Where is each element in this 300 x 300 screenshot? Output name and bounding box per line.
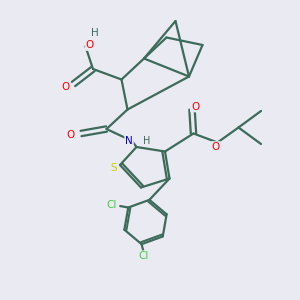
Text: O: O — [66, 130, 75, 140]
Text: O: O — [86, 40, 94, 50]
Text: Cl: Cl — [106, 200, 117, 209]
Text: N: N — [125, 136, 133, 146]
Text: O: O — [212, 142, 220, 152]
Text: S: S — [111, 163, 117, 173]
Text: Cl: Cl — [138, 251, 148, 261]
Text: H: H — [91, 28, 98, 38]
Text: O: O — [62, 82, 70, 92]
Text: O: O — [191, 101, 199, 112]
Text: H: H — [143, 136, 151, 146]
